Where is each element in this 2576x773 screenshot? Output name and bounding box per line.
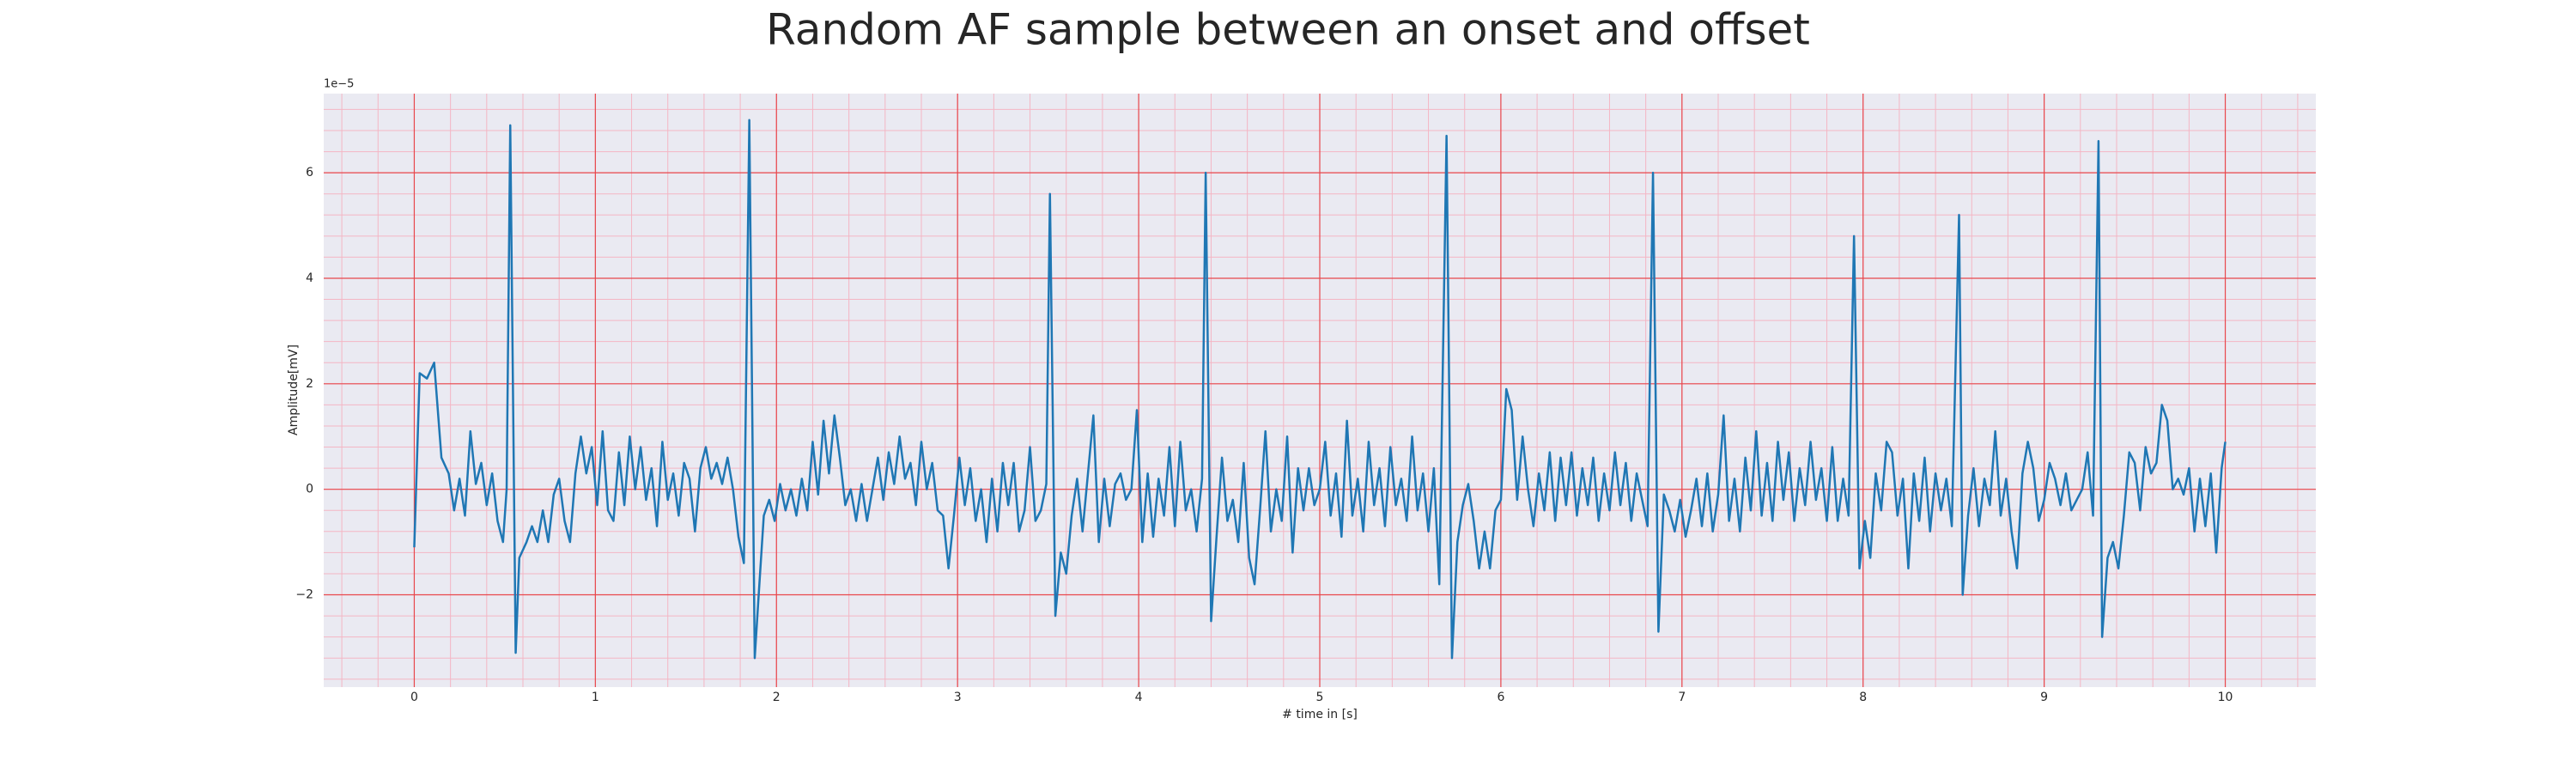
x-tick-label: 8 — [1859, 691, 1867, 704]
x-tick-label: 0 — [410, 691, 418, 704]
series — [413, 119, 2227, 660]
y-tick-label: −2 — [295, 588, 313, 602]
x-tick-label: 1 — [592, 691, 599, 704]
x-tick-label: 10 — [2218, 691, 2233, 704]
x-tick-label: 4 — [1135, 691, 1143, 704]
x-tick-label: 3 — [954, 691, 962, 704]
chart-title: Random AF sample between an onset and of… — [766, 5, 1810, 55]
y-tick-label: 0 — [306, 483, 313, 496]
signal-line — [413, 119, 2227, 660]
x-axis-label: # time in [s] — [1282, 708, 1358, 721]
major-grid — [324, 94, 2316, 687]
y-tick-label: 4 — [306, 271, 313, 285]
y-axis-label: Amplitude[mV] — [287, 344, 301, 435]
x-tick-label: 9 — [2040, 691, 2048, 704]
y-offset-label: 1e−5 — [324, 78, 354, 91]
x-tick-label: 7 — [1678, 691, 1686, 704]
y-tick-label: 6 — [306, 166, 313, 180]
x-tick-label: 5 — [1316, 691, 1324, 704]
y-tick-label: 2 — [306, 377, 313, 391]
x-tick-label: 2 — [773, 691, 781, 704]
x-tick-label: 6 — [1497, 691, 1504, 704]
